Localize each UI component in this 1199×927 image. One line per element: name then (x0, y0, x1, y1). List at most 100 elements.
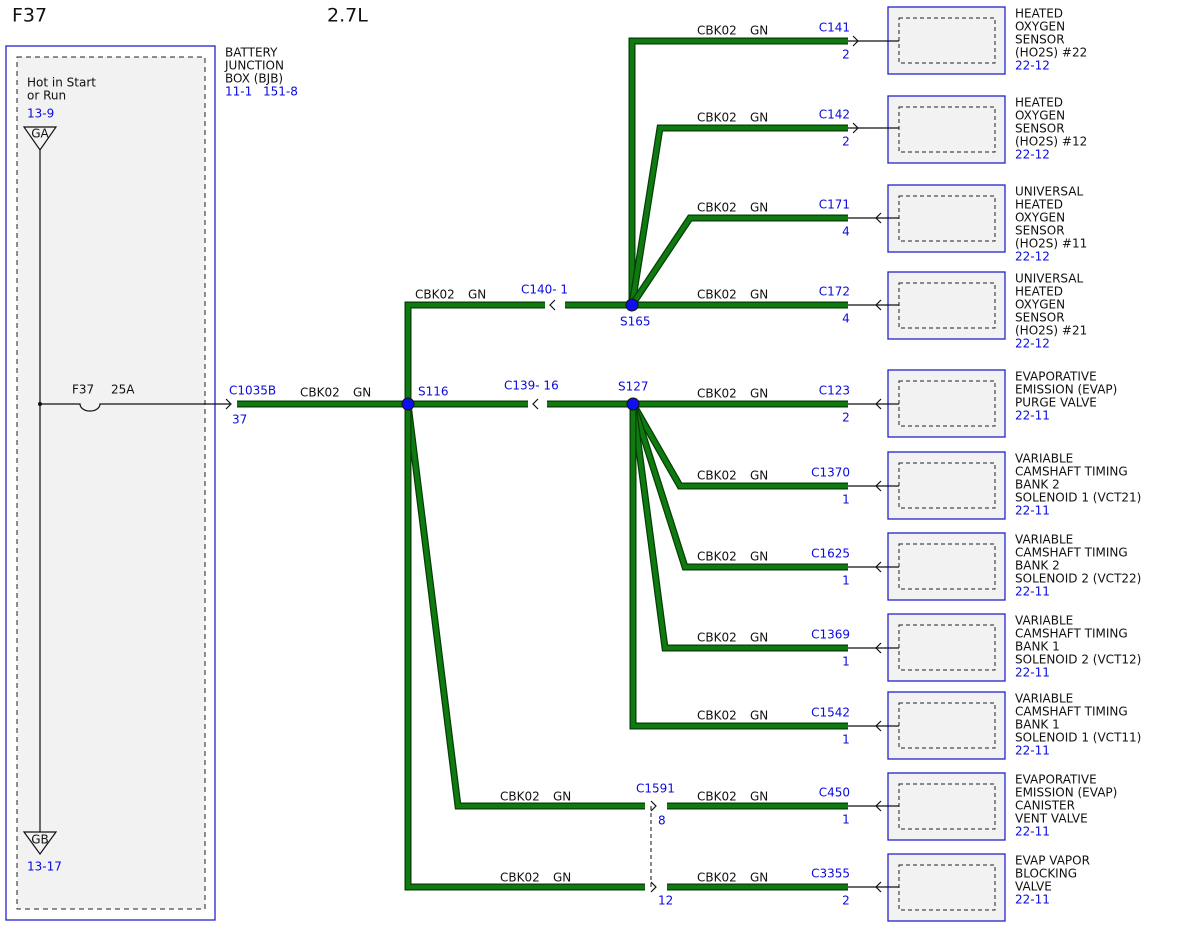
splice (625, 298, 639, 312)
pin-label: 1 (842, 813, 850, 827)
wire (630, 403, 848, 570)
connector-arrow (875, 881, 882, 893)
wire-circuit: CBK02 (697, 550, 737, 564)
terminal-label: GB (31, 833, 49, 847)
component-name: UNIVERSAL (1015, 185, 1083, 199)
pin-label: 4 (842, 312, 850, 326)
component-name: SOLENOID 1 (VCT21) (1015, 491, 1141, 505)
component-ref: 22-12 (1015, 59, 1050, 73)
wire-circuit: CBK02 (697, 709, 737, 723)
feed-ref: 13-9 (27, 107, 54, 121)
component-name: BANK 2 (1015, 478, 1060, 492)
wire-circuit: CBK02 (300, 386, 340, 400)
wire (405, 302, 545, 404)
component-ref: 22-11 (1015, 409, 1050, 423)
connector-arrow (852, 35, 859, 47)
component-box (887, 6, 1006, 75)
source-name: JUNCTION (224, 59, 284, 73)
pin-label: 1 (842, 655, 850, 669)
component-name: UNIVERSAL (1015, 272, 1083, 286)
wire (631, 402, 848, 489)
connector-arrow (875, 398, 882, 410)
wire-circuit: CBK02 (697, 871, 737, 885)
wire-color: GN (750, 631, 768, 645)
inline-connector: C140- 1 (521, 283, 568, 297)
component-name: EMISSION (EVAP) (1015, 383, 1117, 397)
wire-color: GN (750, 550, 768, 564)
connector-arrow (650, 800, 657, 812)
wire-color: GN (750, 387, 768, 401)
terminal (22, 126, 58, 152)
component-box (887, 184, 1006, 253)
component-ref: 22-11 (1015, 744, 1050, 758)
component-ref: 22-11 (1015, 825, 1050, 839)
component-name: HEATED (1015, 285, 1063, 299)
pin-label: 2 (842, 135, 850, 149)
component-box (887, 532, 1006, 601)
connector-label: C1369 (811, 628, 850, 642)
connector-label: C1370 (811, 466, 850, 480)
connector-arrow (875, 299, 882, 311)
wire-circuit: CBK02 (697, 790, 737, 804)
feed-label: Hot in Start (27, 76, 96, 90)
component-name: (HO2S) #21 (1015, 324, 1087, 338)
component-name: SOLENOID 2 (VCT12) (1015, 653, 1141, 667)
wire-circuit: CBK02 (500, 871, 540, 885)
wire (630, 404, 848, 729)
component-box (887, 95, 1006, 164)
source-ref: 151-8 (263, 85, 298, 99)
component-name: HEATED (1015, 96, 1063, 110)
terminal-label: GA (31, 127, 49, 141)
connector-arrow (875, 642, 882, 654)
component-inner (898, 106, 996, 153)
component-name: BANK 1 (1015, 640, 1060, 654)
component-name: CANISTER (1015, 799, 1075, 813)
wire-circuit: CBK02 (697, 111, 737, 125)
wire-color: GN (750, 24, 768, 38)
component-ref: 22-11 (1015, 893, 1050, 907)
component-name: VENT VALVE (1015, 812, 1088, 826)
pin-label: 2 (842, 894, 850, 908)
connector-label: C450 (819, 786, 850, 800)
connector-arrow (549, 299, 556, 311)
source-ref: 11-1 (225, 85, 252, 99)
component-name: VARIABLE (1015, 533, 1073, 547)
wire (405, 404, 645, 890)
connector-label: C1542 (811, 706, 850, 720)
component-name: BANK 1 (1015, 718, 1060, 732)
wire-circuit: CBK02 (697, 387, 737, 401)
component-box (887, 369, 1006, 438)
component-name: SOLENOID 1 (VCT11) (1015, 731, 1141, 745)
inline-connector: C1591 (636, 782, 675, 796)
component-name: HEATED (1015, 7, 1063, 21)
component-ref: 22-11 (1015, 666, 1050, 680)
pin-label: 12 (658, 894, 673, 908)
connector-label: C1625 (811, 547, 850, 561)
wire-color: GN (750, 469, 768, 483)
wire-color: GN (750, 709, 768, 723)
wire-color: GN (750, 790, 768, 804)
component-name: (HO2S) #12 (1015, 135, 1087, 149)
component-name: SOLENOID 2 (VCT22) (1015, 572, 1141, 586)
connector-label: C142 (819, 108, 850, 122)
wire-circuit: CBK02 (697, 288, 737, 302)
pin-label: 8 (658, 814, 666, 828)
connector-arrow (852, 122, 859, 134)
wire-color: GN (553, 790, 571, 804)
wire (629, 125, 848, 306)
component-name: EVAP VAPOR (1015, 854, 1090, 868)
component-name: (HO2S) #22 (1015, 46, 1087, 60)
connector-label: C3355 (811, 867, 850, 881)
component-name: VARIABLE (1015, 452, 1073, 466)
component-box (887, 271, 1006, 340)
component-name: CAMSHAFT TIMING (1015, 627, 1128, 641)
pin-label: 4 (842, 225, 850, 239)
component-name: OXYGEN (1015, 20, 1065, 34)
page-title: F37 (12, 5, 47, 27)
component-name: CAMSHAFT TIMING (1015, 465, 1128, 479)
fuse-rating: 25A (111, 383, 135, 397)
component-name: CAMSHAFT TIMING (1015, 705, 1128, 719)
component-name: EVAPORATIVE (1015, 773, 1097, 787)
inline-connector: C139- 16 (504, 379, 559, 393)
